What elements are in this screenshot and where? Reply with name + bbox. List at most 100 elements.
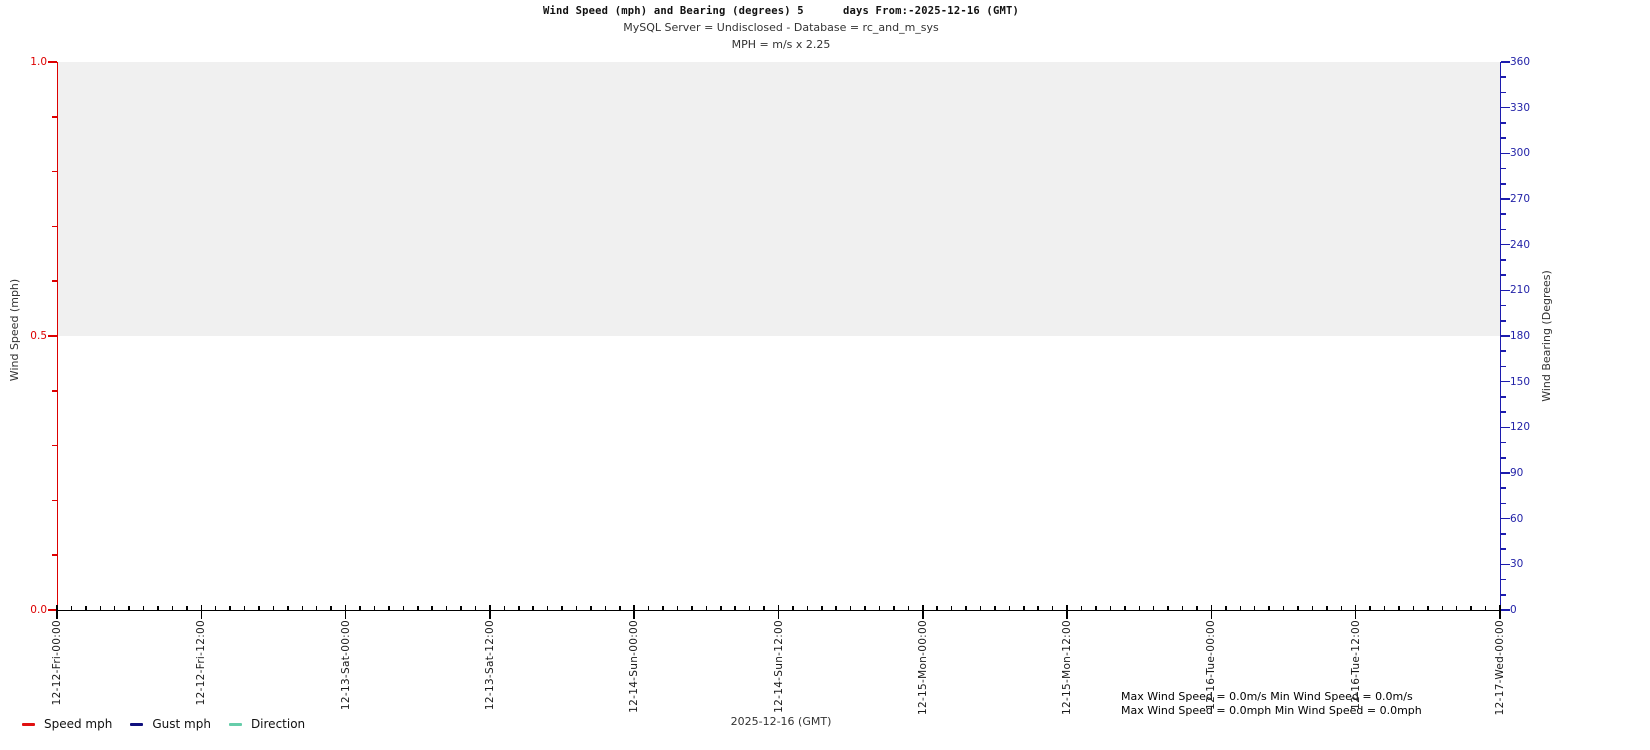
y-right-major-tick bbox=[1501, 609, 1510, 611]
x-minor-tick bbox=[662, 606, 664, 610]
y-right-major-tick bbox=[1501, 152, 1510, 155]
y-right-minor-tick bbox=[1501, 274, 1506, 276]
y-left-tick-label: 0.0 bbox=[30, 604, 47, 616]
x-minor-tick bbox=[936, 606, 938, 610]
x-major-tick bbox=[922, 605, 924, 619]
x-minor-tick bbox=[229, 606, 231, 610]
x-minor-tick bbox=[849, 606, 852, 610]
y-right-major-tick bbox=[1501, 335, 1510, 337]
x-minor-tick bbox=[806, 606, 809, 610]
y-right-tick-label: 150 bbox=[1510, 375, 1531, 388]
y-right-minor-tick bbox=[1501, 441, 1506, 444]
x-minor-tick bbox=[287, 606, 289, 610]
y-left-minor-tick bbox=[52, 116, 57, 118]
x-minor-tick bbox=[1239, 606, 1241, 610]
x-minor-tick bbox=[1297, 606, 1299, 610]
x-minor-tick bbox=[835, 606, 837, 610]
x-minor-tick bbox=[1470, 606, 1472, 610]
y-right-minor-tick bbox=[1501, 304, 1506, 307]
x-tick-label: 12-16-Tue-00:00 bbox=[1205, 620, 1218, 710]
x-minor-tick bbox=[1455, 606, 1458, 610]
x-minor-tick bbox=[1037, 606, 1039, 610]
x-tick-label: 12-16-Tue-12:00 bbox=[1349, 620, 1362, 710]
y-left-tick-label: 0.5 bbox=[30, 330, 47, 342]
legend: Speed mph Gust mph Direction bbox=[22, 717, 305, 731]
x-minor-tick bbox=[1167, 606, 1169, 610]
x-tick-label: 12-13-Sat-00:00 bbox=[339, 620, 352, 711]
direction-line-swatch bbox=[228, 722, 242, 726]
y-right-major-tick bbox=[1501, 426, 1510, 429]
x-minor-tick bbox=[1369, 606, 1371, 610]
x-minor-tick bbox=[1225, 606, 1227, 610]
x-minor-tick bbox=[691, 606, 693, 610]
y-left-major-tick bbox=[48, 609, 57, 611]
y-right-major-tick bbox=[1501, 106, 1510, 109]
speed-line-swatch bbox=[22, 722, 35, 726]
x-minor-tick bbox=[431, 606, 433, 610]
y-right-major-tick bbox=[1501, 198, 1510, 200]
x-minor-tick bbox=[445, 606, 448, 610]
x-tick-label: 12-12-Fri-00:00 bbox=[51, 620, 63, 706]
x-minor-tick bbox=[417, 606, 419, 610]
x-minor-tick bbox=[1152, 606, 1155, 610]
x-minor-tick bbox=[1138, 606, 1140, 610]
x-minor-tick bbox=[907, 606, 910, 610]
gust-line-swatch bbox=[130, 722, 144, 726]
x-tick-label: 12-14-Sun-00:00 bbox=[628, 620, 641, 713]
x-tick-label: 12-13-Sat-12:00 bbox=[483, 620, 496, 711]
y-right-minor-tick bbox=[1501, 259, 1506, 261]
x-minor-tick bbox=[70, 606, 73, 610]
x-minor-tick bbox=[272, 606, 275, 610]
chart-subtitle-units: MPH = m/s x 2.25 bbox=[731, 38, 831, 51]
y-right-tick-label: 120 bbox=[1510, 421, 1531, 434]
legend-item-gust: Gust mph bbox=[130, 717, 211, 731]
legend-label-direction: Direction bbox=[250, 717, 306, 731]
x-minor-tick bbox=[330, 606, 332, 610]
y-right-minor-tick bbox=[1501, 122, 1506, 124]
x-minor-tick bbox=[359, 606, 361, 610]
x-minor-tick bbox=[1181, 606, 1184, 610]
y-right-tick-label: 270 bbox=[1510, 193, 1531, 205]
x-axis-caption: 2025-12-16 (GMT) bbox=[730, 715, 832, 728]
x-minor-tick bbox=[1095, 606, 1097, 610]
x-minor-tick bbox=[893, 606, 895, 610]
y-left-tick-label: 1.0 bbox=[30, 56, 47, 68]
y-right-minor-tick bbox=[1501, 183, 1506, 185]
y-right-major-tick bbox=[1501, 472, 1510, 474]
x-major-tick bbox=[200, 605, 203, 619]
x-minor-tick bbox=[979, 606, 982, 610]
x-major-tick bbox=[1354, 605, 1357, 619]
y-right-tick-label: 240 bbox=[1510, 238, 1531, 251]
y-right-major-tick bbox=[1501, 517, 1510, 520]
x-minor-tick bbox=[503, 606, 506, 610]
y-left-minor-tick bbox=[52, 280, 57, 282]
x-tick-label: 12-15-Mon-12:00 bbox=[1061, 620, 1074, 715]
wind-stats-line-ms: Max Wind Speed = 0.0m/s Min Wind Speed =… bbox=[1121, 690, 1413, 703]
x-major-tick bbox=[56, 605, 58, 619]
x-minor-tick bbox=[402, 606, 405, 610]
y-right-minor-tick bbox=[1501, 487, 1506, 489]
x-minor-tick bbox=[1340, 606, 1343, 610]
x-tick-label: 12-12-Fri-12:00 bbox=[195, 620, 208, 706]
x-minor-tick bbox=[1427, 606, 1429, 610]
x-major-tick bbox=[489, 605, 491, 619]
y-right-minor-tick bbox=[1501, 533, 1506, 535]
x-minor-tick bbox=[171, 606, 174, 610]
y-right-minor-tick bbox=[1501, 213, 1506, 215]
x-minor-tick bbox=[128, 606, 130, 610]
y-right-major-tick bbox=[1501, 563, 1510, 566]
x-minor-tick bbox=[1109, 606, 1112, 610]
x-minor-tick bbox=[258, 606, 260, 610]
y-left-major-tick bbox=[48, 61, 57, 63]
x-minor-tick bbox=[1268, 606, 1270, 610]
y-right-tick-label: 330 bbox=[1510, 101, 1531, 114]
x-major-tick bbox=[777, 605, 780, 619]
x-minor-tick bbox=[113, 606, 116, 610]
x-minor-tick bbox=[1253, 606, 1256, 610]
x-minor-tick bbox=[243, 606, 246, 610]
x-minor-tick bbox=[518, 606, 520, 610]
x-major-tick bbox=[633, 605, 635, 619]
x-minor-tick bbox=[561, 606, 563, 610]
x-minor-tick bbox=[705, 606, 708, 610]
